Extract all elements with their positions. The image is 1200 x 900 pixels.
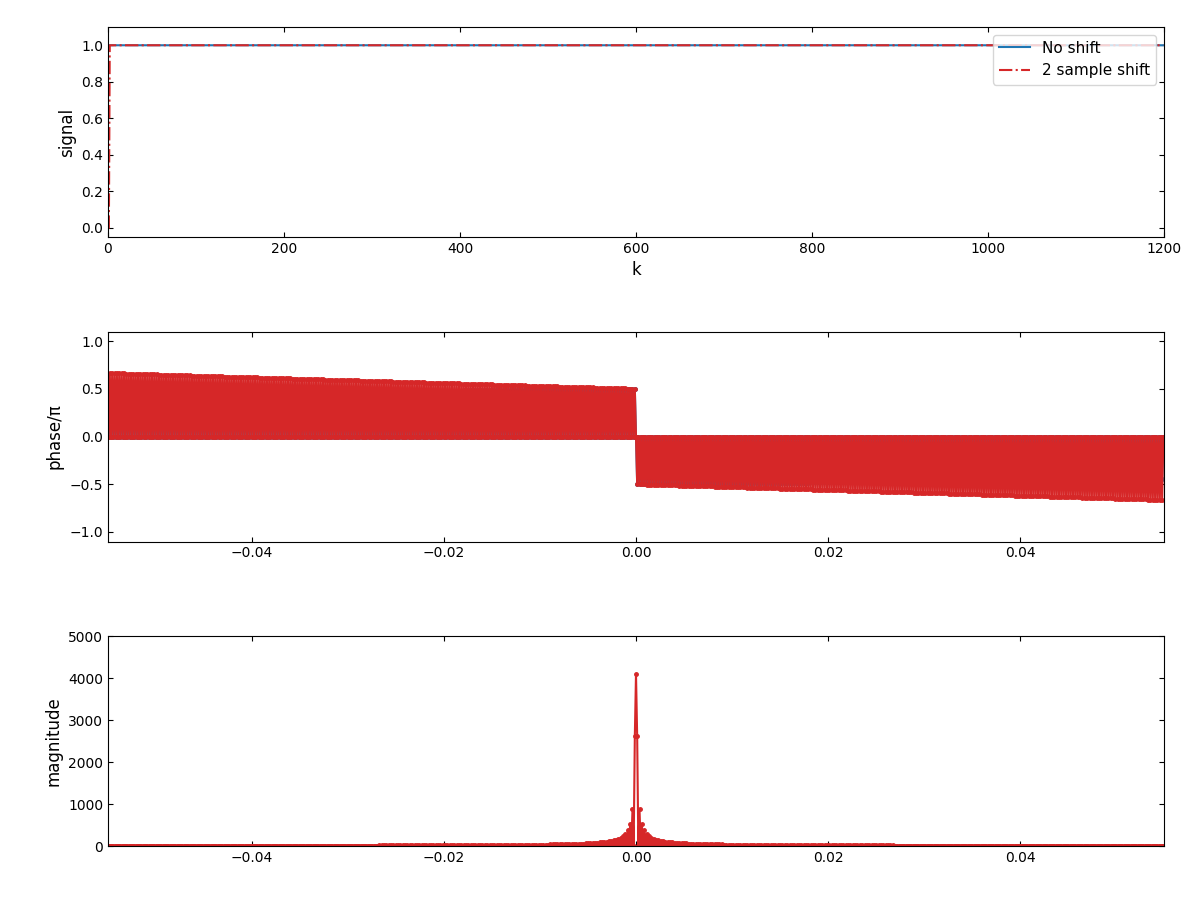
X-axis label: k: k: [631, 261, 641, 279]
Y-axis label: signal: signal: [58, 107, 76, 157]
2 sample shift: [280, 40, 294, 50]
2 sample shift: [102, 40, 116, 50]
No shift: [278, 40, 293, 50]
Legend: No shift, 2 sample shift: No shift, 2 sample shift: [994, 34, 1157, 85]
No shift: [456, 40, 470, 50]
2 sample shift: [457, 40, 472, 50]
2 sample shift: [241, 40, 256, 50]
2 sample shift: [1156, 40, 1170, 50]
Y-axis label: phase/π: phase/π: [46, 403, 64, 470]
2 sample shift: [559, 40, 574, 50]
No shift: [241, 40, 256, 50]
Line: 2 sample shift: 2 sample shift: [108, 45, 1163, 228]
No shift: [677, 40, 691, 50]
No shift: [558, 40, 572, 50]
2 sample shift: [656, 40, 671, 50]
No shift: [101, 40, 115, 50]
2 sample shift: [101, 222, 115, 233]
Y-axis label: magnitude: magnitude: [44, 696, 62, 786]
No shift: [655, 40, 670, 50]
No shift: [1156, 40, 1170, 50]
2 sample shift: [678, 40, 692, 50]
